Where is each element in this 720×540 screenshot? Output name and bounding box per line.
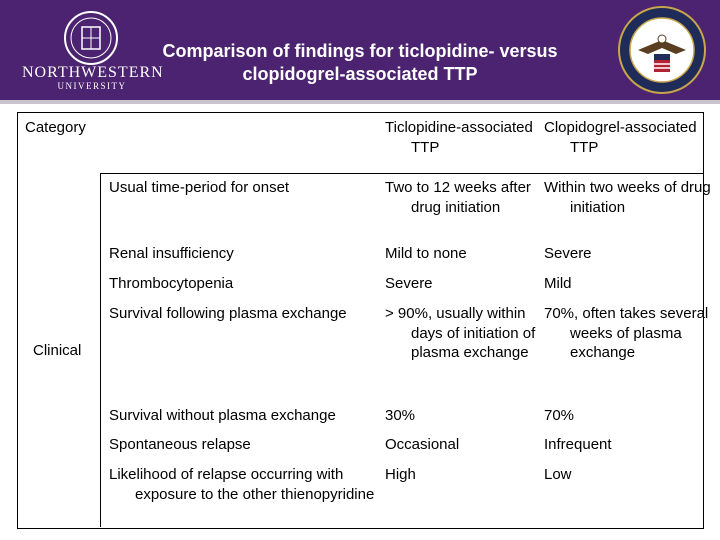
- row-divider: [100, 173, 703, 174]
- table-row-clopidogrel: Within two weeks of drug initiation: [544, 179, 711, 216]
- table-row-clopidogrel: Low: [544, 466, 572, 483]
- table-row-finding: Thrombocytopenia: [109, 275, 234, 292]
- table-row-clopidogrel: 70%, often takes several weeks of plasma…: [544, 305, 709, 361]
- table-row-ticlopidine: > 90%, usually within days of initiation…: [385, 305, 536, 361]
- table-row-finding: Spontaneous relapse: [109, 436, 251, 453]
- northwestern-wordmark: NORTHWESTERN: [22, 64, 164, 81]
- table-row-clopidogrel: Infrequent: [544, 436, 612, 453]
- page-title: Comparison of findings for ticlopidine- …: [162, 41, 558, 84]
- table-row-finding: Likelihood of relapse occurring with exp…: [109, 466, 375, 503]
- header-clopidogrel: Clopidogrel-associated TTP: [544, 119, 697, 156]
- table-row-finding: Renal insufficiency: [109, 245, 234, 262]
- comparison-table: [17, 112, 704, 529]
- table-row-ticlopidine: Two to 12 weeks after drug initiation: [385, 179, 531, 216]
- table-row-clopidogrel: Severe: [544, 245, 592, 262]
- table-row-finding: Usual time-period for onset: [109, 179, 290, 196]
- va-seal-icon: [618, 6, 706, 94]
- table-row-ticlopidine: 30%: [385, 407, 416, 424]
- table-row-ticlopidine: High: [385, 466, 416, 483]
- header-category: Category: [25, 119, 86, 136]
- header-divider: [0, 100, 720, 104]
- header-band: [0, 0, 720, 100]
- table-row-clopidogrel: 70%: [544, 407, 575, 424]
- group-label-clinical: Clinical: [33, 342, 82, 359]
- table-row-finding: Survival without plasma exchange: [109, 407, 336, 424]
- column-divider: [100, 173, 101, 527]
- university-wordmark: UNIVERSITY: [57, 81, 127, 91]
- header-ticlopidine: Ticlopidine-associated TTP: [385, 119, 533, 156]
- table-row-ticlopidine: Mild to none: [385, 245, 467, 262]
- table-row-ticlopidine: Severe: [385, 275, 433, 292]
- table-row-finding: Survival following plasma exchange: [109, 305, 347, 322]
- table-row-ticlopidine: Occasional: [385, 436, 460, 453]
- table-row-clopidogrel: Mild: [544, 275, 572, 292]
- northwestern-seal-icon: [64, 11, 118, 65]
